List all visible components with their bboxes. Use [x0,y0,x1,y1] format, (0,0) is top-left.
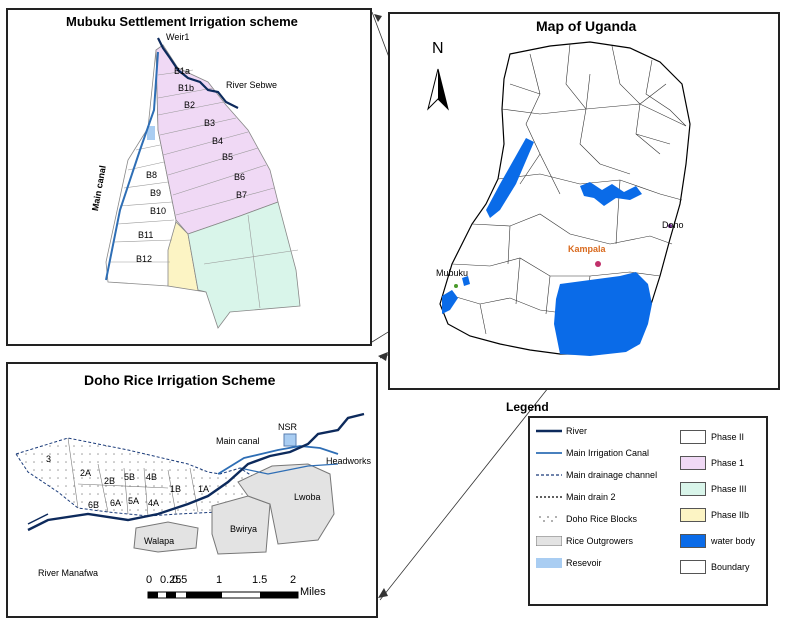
legend-item-phase-1: Phase 1 [680,456,744,470]
legend-label: Resevoir [566,558,602,568]
legend-swatch [680,430,706,444]
legend-label: Boundary [711,562,750,572]
scale-unit: Miles [300,586,326,598]
legend-label: water body [711,536,756,546]
legend-label: Phase 1 [711,458,745,468]
uganda-panel: Map of Uganda [388,12,780,390]
legend-title: Legend [506,400,549,414]
legend-symbol [536,558,562,568]
legend-label: Main drainage channel [566,470,658,480]
legend-item-drainage: Main drainage channel [536,470,657,480]
mubuku-map [105,37,301,329]
block-B1b: B1b [178,83,195,93]
river-sebwe-label: River Sebwe [226,80,278,90]
doho-block-1B: 1B [170,484,182,494]
doho-block-1A: 1A [198,484,210,494]
block-B3: B3 [204,118,216,128]
doho-map [15,412,365,599]
block-B4: B4 [212,136,224,146]
legend-item-river: River [536,426,587,436]
block-B2: B2 [184,100,196,110]
doho-block-5A: 5A [128,496,140,506]
legend-symbol [536,474,562,476]
mubuku-panel: Mubuku Settlement Irrigation scheme [6,8,372,346]
legend-item-drain2: Main drain 2 [536,492,616,502]
legend-item-water-body: water body [680,534,755,548]
block-B10: B10 [150,206,167,216]
legend-swatch [680,508,706,522]
city-kampala: Kampala [568,244,606,254]
doho-canal-label: Main canal [216,436,260,446]
legend-label: Doho Rice Blocks [566,514,638,524]
legend-label: River [566,426,588,436]
city-mubuku: Mubuku [436,268,469,278]
legend-label: Rice Outgrowers [566,536,634,546]
doho-block-3: 3 [46,454,52,464]
outgrower-walapa: Walapa [144,536,175,546]
legend-item-dots: Doho Rice Blocks [536,514,637,524]
legend-item-grey: Rice Outgrowers [536,536,633,546]
legend-label: Phase IIb [711,510,750,520]
outgrower-lwoba: Lwoba [294,492,321,502]
block-B12: B12 [136,254,153,264]
doho-panel: Doho Rice Irrigation Scheme [6,362,378,618]
scale-tick: 0.25 [160,574,182,586]
mubuku-title: Mubuku Settlement Irrigation scheme [66,14,298,29]
outgrower-bwirya: Bwirya [230,524,258,534]
block-B7: B7 [236,190,248,200]
weir-label: Weir1 [166,32,190,42]
legend-label: Phase II [711,432,745,442]
legend-panel: Legend River Main Irrigation Canal Main dr… [506,400,768,606]
block-B9: B9 [150,188,162,198]
doho-block-6A: 6A [110,498,122,508]
legend-item-canal: Main Irrigation Canal [536,448,649,458]
uganda-map [427,41,691,356]
doho-block-5B: 5B [124,472,136,482]
doho-title: Doho Rice Irrigation Scheme [84,372,276,388]
nsr-label: NSR [278,422,298,432]
scale-tick: 1.5 [252,574,268,586]
block-B6: B6 [234,172,246,182]
legend-symbol [536,536,562,546]
legend-label: Main drain 2 [566,492,616,502]
block-B1a: B1a [174,66,191,76]
doho-block-2A: 2A [80,468,92,478]
scale-tick: 0 [146,574,153,586]
legend-item-phase-iib: Phase IIb [680,508,749,522]
legend-item-phase-ii: Phase II [680,430,744,444]
legend-swatch [680,482,706,496]
legend-symbol [536,429,562,433]
legend-swatch [680,560,706,574]
block-B11: B11 [138,230,154,240]
scale-tick: 0.5 [172,574,188,586]
doho-block-2B: 2B [104,476,116,486]
legend-item-boundary: Boundary [680,560,750,574]
legend-item-phase-iii: Phase III [680,482,747,496]
legend-item-reservoir: Resevoir [536,558,602,568]
north-label: N [432,40,444,57]
legend-swatch [680,534,706,548]
doho-block-6B: 6B [88,500,100,510]
block-B5: B5 [222,152,234,162]
legend-swatch [680,456,706,470]
headworks-label: Headworks [326,456,372,466]
river-manafwa-label: River Manafwa [38,568,99,578]
doho-block-4B: 4B [146,472,158,482]
scale-tick: 1 [216,574,223,586]
block-B8: B8 [146,170,158,180]
doho-block-4A: 4A [148,498,160,508]
legend-symbol [536,452,562,454]
legend-symbol [536,496,562,498]
legend-label: Main Irrigation Canal [566,448,650,458]
legend-label: Phase III [711,484,747,494]
city-doho: Doho [662,220,684,230]
legend-symbol [539,516,557,522]
scale-tick: 2 [290,574,297,586]
uganda-title: Map of Uganda [536,18,637,34]
